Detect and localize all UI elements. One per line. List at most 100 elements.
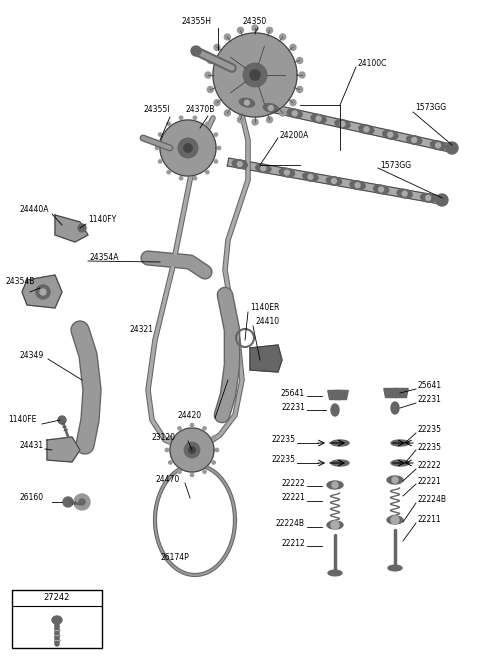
Text: 22211: 22211 (418, 516, 442, 524)
Circle shape (216, 448, 219, 451)
Circle shape (340, 122, 345, 126)
Circle shape (168, 436, 172, 439)
Circle shape (168, 461, 172, 464)
Circle shape (178, 470, 181, 473)
Circle shape (184, 144, 192, 152)
Text: 24200A: 24200A (280, 131, 310, 139)
Circle shape (412, 137, 417, 143)
Circle shape (379, 187, 384, 192)
Circle shape (78, 224, 86, 232)
Circle shape (178, 138, 198, 158)
Text: 24355I: 24355I (143, 106, 169, 114)
Text: 24470: 24470 (155, 476, 179, 484)
Ellipse shape (326, 177, 342, 185)
Text: 24370B: 24370B (185, 106, 215, 114)
Circle shape (436, 194, 448, 206)
Text: 25641: 25641 (418, 380, 442, 390)
Ellipse shape (256, 164, 271, 173)
Circle shape (212, 461, 216, 464)
Ellipse shape (391, 460, 409, 466)
Circle shape (308, 174, 313, 179)
Ellipse shape (303, 172, 318, 181)
Circle shape (193, 116, 196, 120)
Ellipse shape (391, 440, 409, 446)
Text: 24349: 24349 (20, 350, 44, 359)
Ellipse shape (359, 125, 374, 134)
Ellipse shape (263, 104, 278, 112)
Ellipse shape (311, 114, 326, 123)
Ellipse shape (397, 189, 412, 198)
Ellipse shape (331, 460, 349, 466)
Ellipse shape (331, 440, 349, 446)
Ellipse shape (232, 160, 247, 168)
Text: 22221: 22221 (418, 476, 442, 486)
Circle shape (178, 426, 181, 430)
Circle shape (207, 87, 213, 93)
Text: 22222: 22222 (418, 461, 442, 470)
Text: 24410: 24410 (255, 317, 279, 327)
Circle shape (184, 442, 200, 458)
Ellipse shape (387, 516, 403, 524)
Circle shape (250, 70, 260, 80)
Text: 24100C: 24100C (357, 58, 386, 68)
Circle shape (205, 171, 209, 174)
Circle shape (214, 45, 220, 51)
Circle shape (266, 28, 273, 34)
Ellipse shape (407, 135, 422, 145)
Ellipse shape (391, 402, 399, 414)
Circle shape (193, 177, 196, 180)
Text: 27242: 27242 (44, 593, 70, 602)
Circle shape (205, 72, 211, 78)
Ellipse shape (279, 168, 295, 177)
Text: 22231: 22231 (281, 403, 305, 411)
Text: 25641: 25641 (281, 388, 305, 397)
Text: 24420: 24420 (178, 411, 202, 420)
Polygon shape (250, 345, 282, 372)
Circle shape (238, 117, 243, 123)
Polygon shape (328, 390, 342, 399)
Circle shape (207, 57, 213, 64)
Text: 22212: 22212 (281, 539, 305, 547)
Text: 24431: 24431 (20, 440, 44, 449)
Circle shape (237, 162, 242, 167)
Text: 24350: 24350 (243, 18, 267, 26)
Circle shape (224, 110, 230, 116)
Polygon shape (234, 96, 451, 152)
Circle shape (203, 470, 206, 473)
Circle shape (332, 179, 336, 183)
Circle shape (158, 133, 162, 136)
Polygon shape (213, 33, 297, 117)
Circle shape (364, 127, 369, 132)
Circle shape (217, 147, 221, 150)
Text: 22224B: 22224B (418, 495, 447, 505)
Circle shape (316, 116, 321, 121)
Text: 24355H: 24355H (181, 18, 211, 26)
Ellipse shape (327, 521, 343, 529)
Circle shape (391, 516, 399, 524)
Polygon shape (334, 390, 348, 399)
Ellipse shape (387, 476, 403, 484)
Circle shape (252, 25, 258, 31)
Circle shape (156, 147, 159, 150)
Circle shape (252, 119, 258, 125)
Circle shape (392, 477, 398, 483)
Circle shape (40, 289, 46, 295)
Polygon shape (394, 388, 408, 397)
Text: 22235: 22235 (418, 443, 442, 451)
Ellipse shape (335, 120, 350, 128)
Circle shape (285, 170, 289, 175)
Circle shape (167, 171, 170, 174)
Circle shape (189, 447, 195, 453)
Circle shape (212, 436, 216, 439)
Text: 24321: 24321 (130, 325, 154, 334)
Circle shape (203, 426, 206, 430)
Circle shape (238, 28, 243, 34)
Circle shape (180, 116, 183, 120)
Text: 23120: 23120 (152, 432, 176, 442)
Circle shape (224, 34, 230, 40)
Text: 26174P: 26174P (161, 553, 190, 562)
Circle shape (214, 160, 217, 163)
Text: 1573GG: 1573GG (380, 160, 411, 170)
Ellipse shape (328, 570, 342, 576)
Circle shape (36, 285, 50, 299)
